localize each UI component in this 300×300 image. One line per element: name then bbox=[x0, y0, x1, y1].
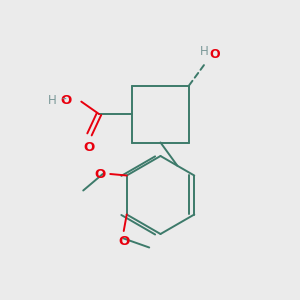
Text: O: O bbox=[94, 167, 106, 181]
Text: H: H bbox=[200, 45, 208, 58]
Text: H: H bbox=[48, 94, 57, 106]
Text: -: - bbox=[62, 93, 67, 107]
Text: O: O bbox=[84, 141, 95, 154]
Text: O: O bbox=[61, 94, 72, 106]
Text: O: O bbox=[118, 235, 129, 248]
Text: O: O bbox=[209, 48, 220, 61]
